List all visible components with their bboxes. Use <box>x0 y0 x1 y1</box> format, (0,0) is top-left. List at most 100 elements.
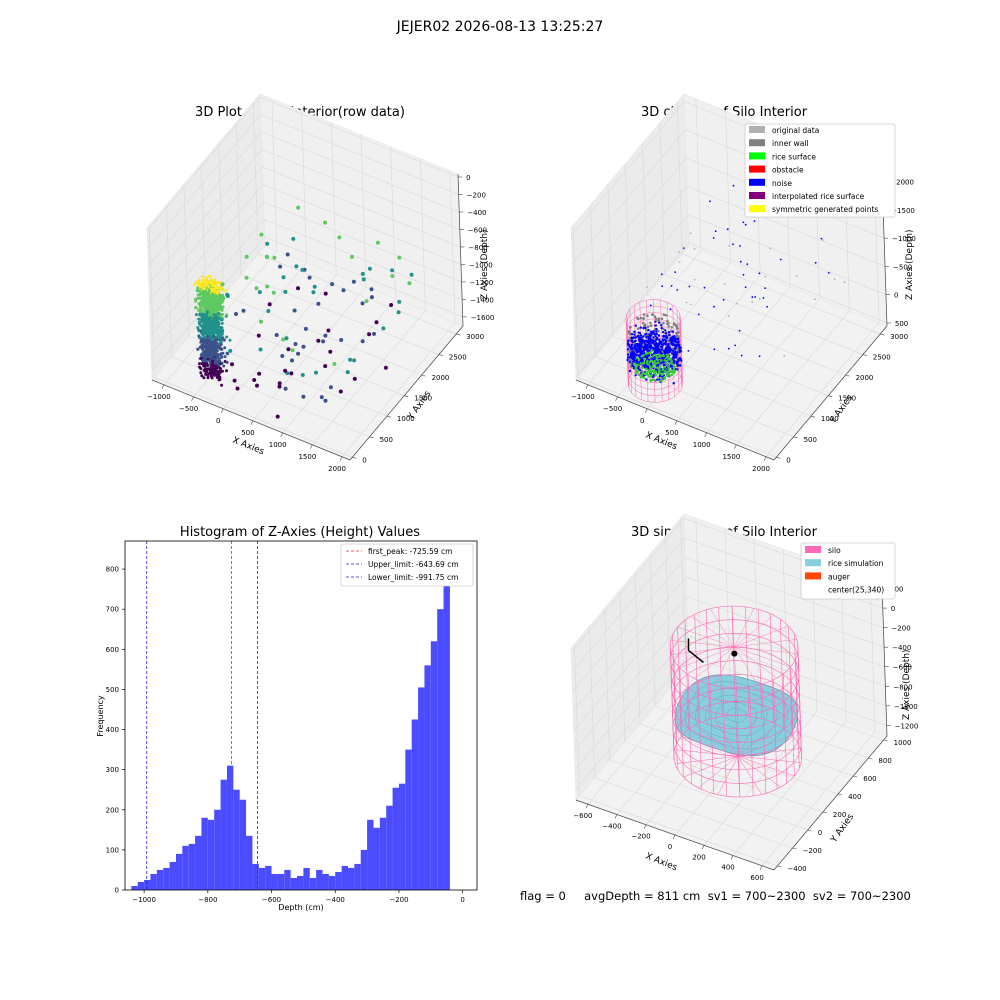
raw-data-point <box>214 342 218 346</box>
silo-strut <box>625 318 629 384</box>
noise-point <box>628 369 631 373</box>
raw-data-point <box>216 296 220 300</box>
noise-point <box>795 275 798 277</box>
inner-wall-point <box>649 321 652 325</box>
rice-surface-point <box>667 357 671 360</box>
rice-surface-point <box>652 369 656 373</box>
histogram-y-tick-label: 0 <box>115 887 119 895</box>
silo-roof-spoke <box>733 608 755 648</box>
noise-point <box>640 336 643 339</box>
noise-point <box>688 285 691 288</box>
simulation-x-tick-label: 400 <box>721 864 734 872</box>
simulation-gridline <box>571 537 686 673</box>
simulation-y-tick-label: 400 <box>848 793 861 801</box>
raw-data-gridline <box>154 377 353 458</box>
classify-gridline <box>687 214 887 295</box>
histogram-vlines <box>146 541 259 890</box>
rice-surface-point <box>667 367 671 370</box>
raw-data-point <box>211 342 215 345</box>
raw-data-point <box>211 359 215 363</box>
noise-point <box>646 286 648 288</box>
raw-data-axes-box: −1000 −500 0 500 1000 1500 2000 0 500 1000 1500 200… <box>146 93 494 473</box>
classify-y-tick <box>862 354 867 356</box>
noise-point <box>820 237 823 240</box>
raw-data-point <box>367 332 372 337</box>
raw-data-point <box>281 337 286 342</box>
raw-data-point <box>198 312 202 316</box>
silo-floor-spoke <box>694 724 738 757</box>
noise-point <box>676 289 679 291</box>
classify-y-tick <box>776 457 781 459</box>
inner-wall-point <box>629 325 632 329</box>
noise-point <box>660 326 663 330</box>
raw-data-gridline <box>148 149 263 284</box>
raw-data-point <box>221 351 225 355</box>
silo-strut <box>736 687 741 798</box>
raw-data-point <box>286 347 291 352</box>
raw-data-gridline <box>240 274 440 355</box>
raw-data-point <box>202 279 206 283</box>
raw-data-point <box>204 359 208 363</box>
histogram-bar <box>328 875 336 890</box>
noise-point <box>667 331 671 334</box>
raw-data-point <box>350 254 354 259</box>
simulation-x-tick <box>643 824 647 829</box>
raw-data-point <box>223 355 227 359</box>
simulation-y-axis-line <box>773 735 888 871</box>
silo-floor-spoke <box>683 755 738 778</box>
noise-point <box>689 303 692 306</box>
raw-data-point <box>259 232 264 237</box>
raw-data-gridline <box>149 166 263 302</box>
histogram-legend-label: first_peak: -725.59 cm <box>368 547 452 556</box>
inner-wall-point <box>666 319 669 323</box>
histogram-ticks: −1000 −800 −600 −400 −200 0 0 100 200 300 400 500 60… <box>106 566 465 904</box>
raw-data-point <box>292 308 297 313</box>
legend-swatch <box>749 126 765 133</box>
noise-point <box>648 337 651 340</box>
histogram-bar <box>201 817 208 890</box>
simulation-gridline <box>685 576 885 648</box>
classify-gridline <box>682 253 881 335</box>
noise-point <box>638 331 641 335</box>
raw-data-point <box>257 371 262 376</box>
classify-x-tick <box>615 396 618 401</box>
legend-label: interpolated rice surface <box>772 192 865 201</box>
noise-point <box>652 330 655 333</box>
noise-point <box>663 352 667 355</box>
noise-point <box>728 244 731 247</box>
histogram-bar <box>354 863 361 890</box>
noise-point <box>642 335 645 338</box>
raw-data-point <box>211 356 215 360</box>
rice-surface-point <box>657 361 660 364</box>
classify-gridline <box>647 294 846 376</box>
status-footer: flag = 0 avgDepth = 811 cm sv1 = 700~230… <box>520 889 911 903</box>
rice-surface-point <box>635 356 639 360</box>
inner-wall-point <box>651 313 655 316</box>
raw-data-point <box>212 317 216 321</box>
silo-floor-spoke <box>717 756 738 795</box>
histogram-bar <box>220 779 227 890</box>
silo-floor-spoke <box>737 734 793 757</box>
noise-point <box>677 345 681 348</box>
noise-point <box>664 332 668 335</box>
raw-data-point <box>228 348 233 353</box>
classify-y-axis-line <box>773 325 888 461</box>
simulation-y-tick-label: 1000 <box>894 739 912 747</box>
histogram-bar <box>144 879 151 890</box>
noise-point <box>682 247 685 250</box>
noise-point <box>664 339 668 342</box>
noise-point <box>650 357 653 360</box>
noise-point <box>662 335 666 338</box>
raw-data-point <box>196 347 200 351</box>
classify-gridline <box>571 101 685 236</box>
raw-data-point <box>217 363 221 367</box>
noise-point <box>664 329 667 332</box>
silo-strut <box>722 687 727 797</box>
raw-data-point <box>196 286 200 290</box>
histogram-bar <box>239 799 247 890</box>
noise-point <box>666 348 669 351</box>
raw-data-point <box>206 323 210 327</box>
simulation-gridline <box>732 721 847 856</box>
noise-point <box>658 374 662 378</box>
raw-data-point <box>291 236 296 241</box>
